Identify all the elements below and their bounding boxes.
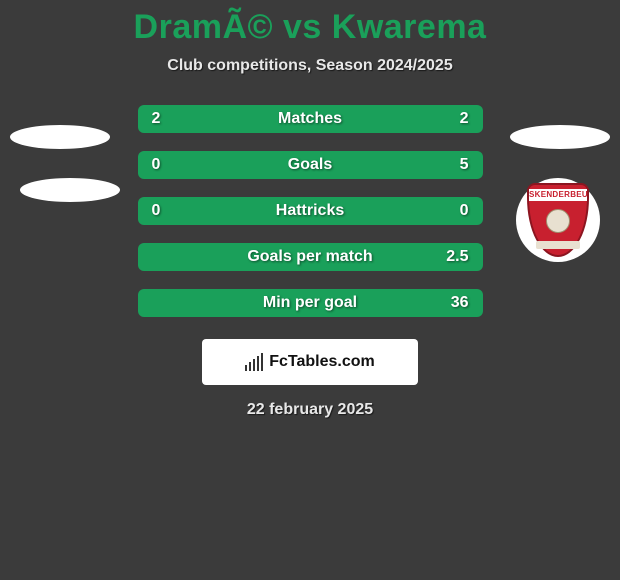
stat-right-value: 0 [460,202,469,220]
club-badge-right: SKENDERBEU [516,178,600,262]
stat-row-goals-per-match: Goals per match 2.5 [138,243,483,271]
source-logo[interactable]: FcTables.com [202,339,418,385]
stat-label: Hattricks [276,202,344,220]
stat-left-value: 2 [152,110,161,128]
stat-label: Min per goal [263,294,357,312]
page-subtitle: Club competitions, Season 2024/2025 [0,57,620,75]
player-left-club-placeholder [20,178,120,202]
shield-icon: SKENDERBEU [527,183,589,257]
stat-label: Matches [278,110,342,128]
stat-row-matches: 2 Matches 2 [138,105,483,133]
player-right-photo-placeholder [510,125,610,149]
footer-date: 22 february 2025 [0,401,620,419]
ball-icon [546,209,570,233]
ribbon-icon [536,241,580,249]
stat-right-value: 2.5 [446,248,468,266]
player-left-photo-placeholder [10,125,110,149]
page-title: DramÃ© vs Kwarema [0,0,620,47]
stat-label: Goals per match [247,248,372,266]
bar-chart-icon [245,353,263,371]
logo-text: FcTables.com [269,353,375,371]
stat-right-value: 5 [460,156,469,174]
stat-row-goals: 0 Goals 5 [138,151,483,179]
stat-left-value: 0 [152,156,161,174]
stats-container: 2 Matches 2 0 Goals 5 0 Hattricks 0 Goal… [138,105,483,317]
stat-row-hattricks: 0 Hattricks 0 [138,197,483,225]
stat-left-value: 0 [152,202,161,220]
badge-name: SKENDERBEU [529,189,587,201]
stat-right-value: 2 [460,110,469,128]
stat-label: Goals [288,156,332,174]
stat-right-value: 36 [451,294,469,312]
stat-row-min-per-goal: Min per goal 36 [138,289,483,317]
